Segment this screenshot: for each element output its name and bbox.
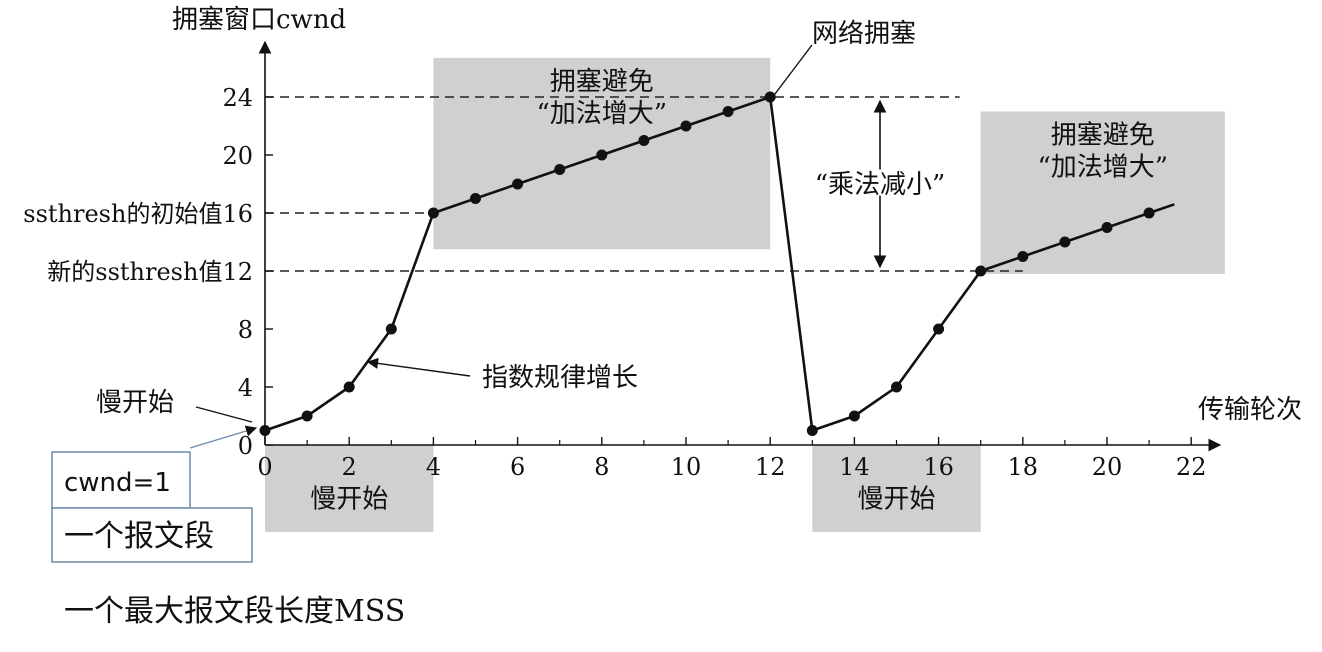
data-point (512, 178, 524, 190)
x-tick-label: 6 (510, 453, 525, 481)
data-point (554, 164, 566, 175)
data-point (1101, 222, 1113, 233)
data-point (301, 410, 313, 422)
data-point (1059, 236, 1071, 248)
shaded-region-1 (980, 111, 1225, 274)
x-tick-label: 12 (755, 453, 786, 481)
x-tick-label: 22 (1176, 453, 1207, 481)
shaded-regions: 拥塞避免“加法增大”拥塞避免“加法增大”慢开始 慢开始 (265, 57, 1225, 532)
cwnd-box-label: cwnd=1 (64, 468, 171, 498)
y-tick-label: 0 (238, 432, 253, 460)
y-tick-label: ssthresh的初始值16 (23, 200, 253, 228)
data-point (470, 193, 481, 204)
data-point (259, 425, 271, 436)
data-point (680, 120, 692, 132)
segment-box (51, 507, 253, 563)
data-point (975, 265, 987, 277)
y-tick-label: 24 (222, 84, 253, 112)
shaded-region-2 (265, 445, 434, 532)
y-axis-title: 拥塞窗口cwnd (172, 5, 346, 35)
data-point (933, 323, 945, 335)
shaded-region-3 (812, 445, 981, 532)
x-tick-label: 20 (1092, 453, 1123, 481)
data-point (891, 381, 902, 393)
data-point (1143, 207, 1155, 219)
x-tick-label: 2 (342, 453, 357, 481)
data-point (848, 410, 860, 422)
shaded-region-label: 拥塞避免 (550, 67, 654, 97)
slow-start-label: 慢开始 (96, 388, 174, 418)
x-tick-label: 10 (671, 453, 702, 481)
shaded-region-label: “加法增大” (1037, 153, 1168, 183)
shaded-region-label: 慢开始 (310, 484, 388, 514)
data-point (764, 91, 776, 103)
segment-box-label: 一个报文段 (64, 519, 214, 554)
data-point (596, 149, 608, 161)
y-tick-label: 8 (238, 316, 253, 344)
data-point (806, 425, 818, 436)
slow-start-pointer (195, 406, 253, 423)
shaded-region-label: 慢开始 (857, 484, 935, 514)
shaded-region-label: 拥塞避免 (1051, 121, 1155, 151)
y-tick-label: 20 (222, 142, 253, 170)
axes: 0 2 4 6 8 10 12 14 16 18 20 22048新的ssthresh值12ssthr… (23, 5, 1302, 481)
mss-note: 一个最大报文段长度MSS (64, 594, 405, 629)
x-axis-title: 传输轮次 (1198, 395, 1302, 425)
shaded-region-label: “加法增大” (537, 99, 668, 129)
data-point (1017, 251, 1029, 262)
x-tick-label: 16 (923, 453, 954, 481)
threshold-lines (265, 96, 1023, 272)
congestion-pointer (773, 44, 813, 96)
x-tick-label: 14 (839, 453, 870, 481)
y-tick-label: 新的ssthresh值12 (47, 258, 253, 286)
data-point (343, 381, 355, 393)
data-point (385, 323, 397, 335)
x-tick-label: 4 (426, 453, 441, 481)
data-point (638, 135, 650, 146)
x-tick-label: 8 (594, 453, 609, 481)
exponential-label: 指数规律增长 (482, 363, 638, 393)
y-tick-label: 4 (238, 374, 253, 402)
congestion-label: 网络拥塞 (812, 19, 916, 49)
multiplicative-label: “乘法减小” (815, 170, 946, 200)
data-series (259, 91, 1175, 436)
data-point (427, 207, 439, 219)
data-point (722, 106, 734, 117)
exponential-pointer (366, 357, 471, 377)
cwnd-box-pointer (189, 425, 258, 449)
x-tick-label: 18 (1008, 453, 1039, 481)
x-tick-label: 0 (257, 453, 272, 481)
